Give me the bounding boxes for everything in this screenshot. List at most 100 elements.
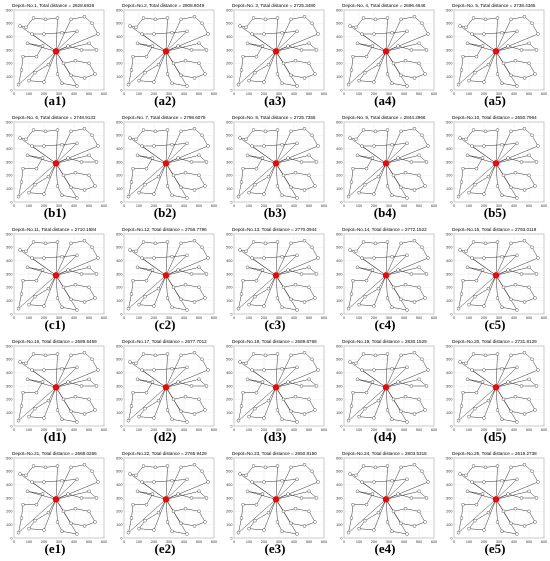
panel-label: (c5) bbox=[484, 317, 506, 332]
customer-point bbox=[354, 361, 358, 366]
customer-point bbox=[18, 472, 22, 476]
x-tick-label: 300 bbox=[386, 428, 392, 432]
customer-point bbox=[423, 408, 427, 412]
customer-point bbox=[21, 278, 25, 283]
x-tick-label: 200 bbox=[371, 316, 377, 320]
customer-point bbox=[33, 406, 37, 411]
customer-point bbox=[417, 173, 421, 178]
customer-point bbox=[55, 184, 60, 188]
customer-point bbox=[129, 404, 134, 408]
route-line bbox=[275, 240, 319, 276]
customer-point bbox=[456, 306, 461, 311]
customer-point bbox=[93, 520, 97, 524]
route-line bbox=[358, 163, 387, 195]
customer-point bbox=[355, 153, 360, 158]
route-line bbox=[458, 267, 497, 310]
customer-point bbox=[482, 528, 486, 532]
customer-point bbox=[500, 193, 504, 198]
x-tick-label: 600 bbox=[211, 316, 217, 320]
x-tick-label: 200 bbox=[151, 92, 157, 96]
customer-point bbox=[372, 80, 376, 84]
customer-point bbox=[165, 72, 170, 76]
x-tick-label: 300 bbox=[386, 204, 392, 208]
y-tick-label: 100 bbox=[336, 299, 342, 303]
customer-point bbox=[263, 465, 268, 470]
customer-point bbox=[141, 128, 146, 132]
customer-point bbox=[363, 406, 367, 411]
customer-point bbox=[360, 32, 364, 36]
customer-point bbox=[405, 477, 409, 482]
route-line bbox=[165, 499, 206, 527]
y-tick-label: 400 bbox=[6, 483, 12, 487]
route-line bbox=[385, 379, 428, 388]
customer-point bbox=[55, 408, 60, 412]
customer-point bbox=[486, 174, 491, 179]
customer-point bbox=[423, 72, 427, 76]
customer-point bbox=[527, 489, 531, 494]
customer-point bbox=[299, 496, 304, 500]
customer-point bbox=[43, 465, 48, 470]
customer-point bbox=[471, 240, 476, 244]
customer-point bbox=[75, 532, 79, 536]
route-line bbox=[458, 379, 497, 422]
customer-point bbox=[470, 256, 474, 260]
y-tick-label: 0 bbox=[10, 424, 12, 428]
customer-point bbox=[60, 366, 64, 371]
customer-point bbox=[424, 384, 429, 388]
customer-point bbox=[385, 352, 390, 356]
customer-point bbox=[137, 526, 141, 531]
customer-point bbox=[69, 465, 73, 470]
customer-point bbox=[241, 54, 245, 59]
customer-point bbox=[24, 361, 28, 366]
customer-point bbox=[293, 170, 298, 175]
depot-point bbox=[382, 384, 390, 391]
x-tick-label: 0 bbox=[123, 316, 125, 320]
customer-point bbox=[179, 241, 183, 246]
customer-point bbox=[533, 520, 537, 524]
customer-point bbox=[27, 414, 31, 419]
route-line bbox=[31, 143, 78, 164]
customer-point bbox=[486, 62, 491, 67]
customer-point bbox=[250, 368, 254, 372]
plot-title: Depot=No.14, Total distance = 2772.1522 bbox=[342, 227, 427, 232]
customer-point bbox=[87, 377, 91, 382]
panel-label: (c4) bbox=[374, 317, 396, 332]
route-line bbox=[495, 275, 536, 303]
customer-point bbox=[391, 173, 396, 178]
y-tick-label: 600 bbox=[336, 232, 342, 236]
route-plot-svg: Depot=No.20, Total distance = 2731.81290… bbox=[446, 339, 547, 432]
route-line bbox=[165, 491, 208, 500]
y-tick-label: 400 bbox=[226, 259, 232, 263]
customer-point bbox=[360, 368, 364, 372]
customer-point bbox=[467, 190, 471, 195]
customer-point bbox=[24, 25, 28, 30]
route-plot-svg: Depot=No.17, Total distance = 2677.70120… bbox=[116, 339, 217, 432]
customer-point bbox=[399, 17, 403, 22]
x-tick-label: 600 bbox=[211, 428, 217, 432]
customer-point bbox=[314, 160, 319, 164]
customer-point bbox=[403, 58, 408, 63]
customer-point bbox=[275, 72, 280, 76]
x-tick-label: 500 bbox=[526, 316, 532, 320]
y-tick-label: 600 bbox=[226, 232, 232, 236]
x-tick-label: 200 bbox=[41, 92, 47, 96]
x-tick-label: 500 bbox=[86, 540, 92, 544]
customer-point bbox=[403, 282, 408, 287]
x-tick-label: 200 bbox=[371, 540, 377, 544]
customer-point bbox=[519, 496, 524, 500]
y-tick-label: 200 bbox=[226, 174, 232, 178]
customer-point bbox=[40, 268, 45, 272]
customer-point bbox=[253, 182, 257, 187]
customer-point bbox=[307, 489, 311, 494]
y-tick-label: 300 bbox=[336, 496, 342, 500]
x-tick-label: 500 bbox=[526, 540, 532, 544]
customer-point bbox=[495, 240, 500, 244]
customer-point bbox=[82, 350, 87, 355]
customer-point bbox=[60, 417, 64, 422]
customer-point bbox=[69, 521, 73, 526]
customer-point bbox=[126, 194, 131, 199]
customer-point bbox=[495, 128, 500, 132]
y-tick-label: 0 bbox=[10, 88, 12, 92]
customer-point bbox=[135, 377, 140, 382]
customer-point bbox=[515, 84, 519, 88]
